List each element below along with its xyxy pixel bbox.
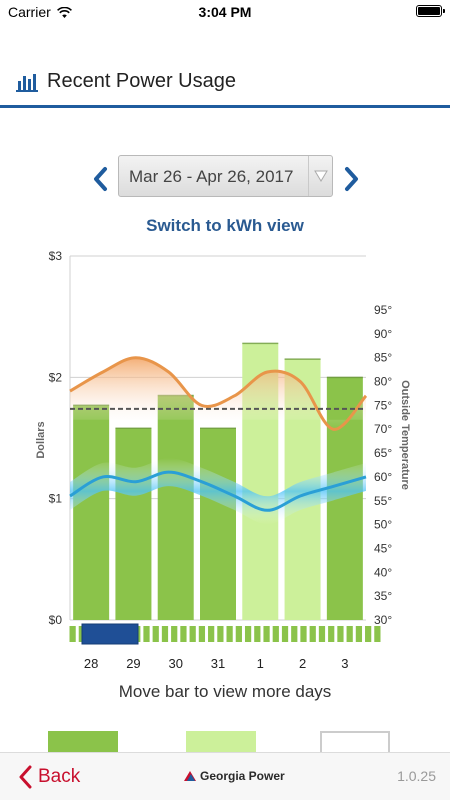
temperature-tick-label: 65° xyxy=(374,446,392,460)
temperature-tick-label: 45° xyxy=(374,541,392,555)
x-tick-label: 29 xyxy=(126,656,140,671)
timeline-day-tick[interactable] xyxy=(365,626,372,642)
x-tick-label: 2 xyxy=(299,656,306,671)
next-period-button[interactable] xyxy=(340,166,362,192)
move-bar-hint: Move bar to view more days xyxy=(118,682,332,701)
timeline-day-tick[interactable] xyxy=(152,626,159,642)
carrier-info: Carrier xyxy=(8,4,72,20)
bar-chart-icon xyxy=(16,74,38,92)
temperature-tick-label: 80° xyxy=(374,375,392,389)
timeline-day-tick[interactable] xyxy=(291,626,298,642)
app-version: 1.0.25 xyxy=(397,768,436,784)
y-tick-label: $3 xyxy=(49,249,63,263)
bar[interactable] xyxy=(73,405,110,620)
y-tick-label: $1 xyxy=(49,492,63,506)
timeline-day-tick[interactable] xyxy=(318,626,326,642)
status-time: 3:04 PM xyxy=(198,4,252,20)
timeline-day-tick[interactable] xyxy=(143,626,150,642)
page-title: Recent Power Usage xyxy=(47,70,236,92)
temperature-axis-label: Outside Temperature xyxy=(399,380,411,490)
timeline-day-tick[interactable] xyxy=(180,626,187,642)
legend-swatch-current xyxy=(186,731,256,753)
x-tick-label: 28 xyxy=(84,656,98,671)
temperature-low-band xyxy=(70,458,366,525)
date-range-select[interactable]: Mar 26 - Apr 26, 2017 xyxy=(118,155,333,197)
temperature-tick-label: 60° xyxy=(374,470,392,484)
timeline-day-tick[interactable] xyxy=(161,626,169,642)
brand-label: Georgia Power xyxy=(200,769,285,783)
bar[interactable] xyxy=(200,428,236,620)
timeline-day-tick[interactable] xyxy=(171,626,178,642)
timeline-day-tick[interactable] xyxy=(272,626,279,642)
x-tick-label: 30 xyxy=(168,656,182,671)
back-label: Back xyxy=(38,766,81,787)
y-axis-label: Dollars xyxy=(35,421,47,458)
wifi-icon xyxy=(56,6,72,18)
brand-logo: Georgia Power xyxy=(183,769,285,783)
legend-swatch-billed xyxy=(48,731,118,753)
bottom-toolbar: Back Georgia Power 1.0.25 xyxy=(0,752,450,800)
timeline-day-tick[interactable] xyxy=(281,626,289,642)
legend-swatch-empty xyxy=(320,731,390,753)
timeline-day-tick[interactable] xyxy=(208,626,215,642)
y-tick-label: $0 xyxy=(49,613,63,627)
title-divider xyxy=(0,105,450,108)
timeline-day-tick[interactable] xyxy=(198,626,206,642)
timeline-day-tick[interactable] xyxy=(69,626,76,642)
back-button[interactable]: Back xyxy=(18,765,80,789)
timeline-day-tick[interactable] xyxy=(254,626,261,642)
timeline-day-tick[interactable] xyxy=(244,626,252,642)
timeline-day-tick[interactable] xyxy=(309,626,316,642)
temperature-high-area xyxy=(70,357,366,430)
temperature-tick-label: 30° xyxy=(374,613,392,627)
bar[interactable] xyxy=(157,395,194,620)
timeline-slider-handle[interactable] xyxy=(81,623,139,645)
x-tick-label: 1 xyxy=(257,656,264,671)
chart-canvas: $0 $1 $2 $3 Dollars 30° 35° 40° 45° 50° 55° 60° 65° 7… xyxy=(35,249,411,671)
temperature-tick-label: 75° xyxy=(374,398,392,412)
timeline-day-tick[interactable] xyxy=(226,626,233,642)
bar[interactable] xyxy=(115,428,152,620)
timeline-day-tick[interactable] xyxy=(346,626,353,642)
temperature-tick-label: 85° xyxy=(374,351,392,365)
temperature-tick-label: 90° xyxy=(374,327,392,341)
timeline-day-tick[interactable] xyxy=(355,626,363,642)
date-range-value: Mar 26 - Apr 26, 2017 xyxy=(129,167,294,186)
chevron-down-icon xyxy=(314,170,328,182)
timeline-day-tick[interactable] xyxy=(235,626,242,642)
timeline-day-tick[interactable] xyxy=(328,626,335,642)
temperature-tick-label: 55° xyxy=(374,494,392,508)
timeline-day-tick[interactable] xyxy=(337,626,344,642)
temperature-tick-label: 70° xyxy=(374,422,392,436)
temperature-tick-label: 50° xyxy=(374,518,392,532)
temperature-tick-label: 40° xyxy=(374,565,392,579)
georgia-power-logo-icon xyxy=(184,771,196,781)
battery-icon xyxy=(416,5,445,17)
timeline-day-tick[interactable] xyxy=(189,626,196,642)
timeline-day-tick[interactable] xyxy=(263,626,270,642)
x-tick-label: 31 xyxy=(211,656,225,671)
carrier-label: Carrier xyxy=(8,4,51,20)
temperature-line-high xyxy=(69,356,368,431)
chevron-left-icon xyxy=(19,765,32,789)
timeline-day-tick[interactable] xyxy=(217,626,224,642)
date-range-dropdown[interactable] xyxy=(308,156,332,196)
timeline-day-tick[interactable] xyxy=(300,626,307,642)
page-header: Recent Power Usage xyxy=(0,58,450,106)
status-bar: Carrier 3:04 PM xyxy=(0,0,450,24)
power-usage-chart: $0 $1 $2 $3 Dollars 30° 35° 40° 45° 50° 55° 60° 65° 7… xyxy=(0,240,450,680)
y-tick-label: $2 xyxy=(49,370,63,384)
x-tick-label: 3 xyxy=(341,656,348,671)
temperature-tick-label: 95° xyxy=(374,303,392,317)
switch-kwh-view-link[interactable]: Switch to kWh view xyxy=(146,216,304,235)
timeline-day-tick[interactable] xyxy=(374,626,381,642)
temperature-tick-label: 35° xyxy=(374,589,392,603)
temperature-line-low xyxy=(69,470,367,512)
previous-period-button[interactable] xyxy=(90,166,112,192)
